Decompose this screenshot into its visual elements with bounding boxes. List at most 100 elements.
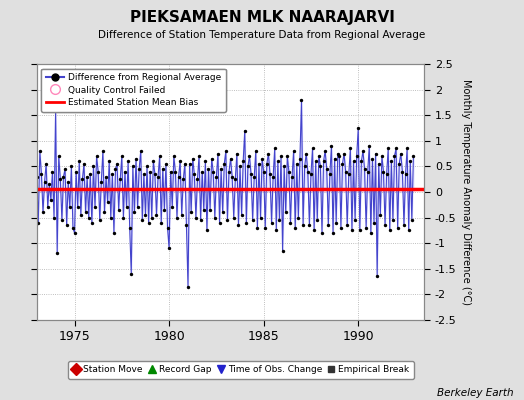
Point xyxy=(324,222,333,228)
Point xyxy=(263,161,271,167)
Point xyxy=(88,220,96,226)
Point xyxy=(137,148,145,154)
Point xyxy=(151,171,159,177)
Point xyxy=(119,214,127,221)
Point xyxy=(215,220,224,226)
Point xyxy=(75,158,83,164)
Point xyxy=(307,171,315,177)
Point xyxy=(111,166,119,172)
Point xyxy=(184,284,192,290)
Point xyxy=(267,220,276,226)
Point xyxy=(261,225,269,231)
Point xyxy=(64,178,72,185)
Point xyxy=(256,214,265,221)
Point xyxy=(47,196,55,203)
Point xyxy=(141,212,150,218)
Point xyxy=(222,148,230,154)
Point xyxy=(204,166,213,172)
Point xyxy=(163,225,172,231)
Point xyxy=(408,217,416,223)
Point xyxy=(383,171,391,177)
Point xyxy=(99,148,107,154)
Point xyxy=(121,168,129,175)
Point xyxy=(146,168,155,175)
Point xyxy=(181,161,189,167)
Point xyxy=(160,207,169,213)
Point xyxy=(201,158,210,164)
Point xyxy=(280,163,288,170)
Point xyxy=(348,227,356,234)
Point xyxy=(406,158,414,164)
Point xyxy=(220,161,228,167)
Point xyxy=(394,225,402,231)
Point xyxy=(401,171,410,177)
Point xyxy=(110,230,118,236)
Point xyxy=(134,204,142,210)
Point xyxy=(56,176,64,182)
Point xyxy=(381,222,389,228)
Point xyxy=(219,209,227,216)
Point xyxy=(214,150,222,157)
Point xyxy=(375,161,383,167)
Point xyxy=(179,176,188,182)
Point xyxy=(270,145,279,152)
Point xyxy=(92,153,101,159)
Point xyxy=(145,220,153,226)
Point xyxy=(367,230,375,236)
Point xyxy=(302,150,310,157)
Point xyxy=(364,168,372,175)
Point xyxy=(342,168,350,175)
Point xyxy=(45,181,53,188)
Point xyxy=(39,209,47,216)
Point xyxy=(196,217,205,223)
Point xyxy=(171,168,180,175)
Point xyxy=(242,220,250,226)
Point xyxy=(157,220,166,226)
Point xyxy=(80,161,88,167)
Point xyxy=(389,217,397,223)
Point xyxy=(297,97,305,103)
Point xyxy=(233,150,241,157)
Point xyxy=(217,166,225,172)
Point xyxy=(319,158,328,164)
Point xyxy=(72,168,80,175)
Point xyxy=(350,158,358,164)
Point xyxy=(73,204,82,210)
Point xyxy=(54,153,63,159)
Point xyxy=(247,171,255,177)
Point xyxy=(195,153,203,159)
Point xyxy=(198,168,206,175)
Point xyxy=(314,153,323,159)
Point xyxy=(373,273,381,280)
Point xyxy=(321,148,329,154)
Point xyxy=(97,178,105,185)
Point xyxy=(70,230,79,236)
Point xyxy=(162,161,170,167)
Point xyxy=(316,163,324,170)
Point xyxy=(300,163,309,170)
Point xyxy=(405,227,413,234)
Point xyxy=(278,248,287,254)
Point xyxy=(398,168,407,175)
Point xyxy=(192,214,200,221)
Point xyxy=(228,174,236,180)
Point xyxy=(288,174,296,180)
Point xyxy=(303,168,312,175)
Point xyxy=(258,156,266,162)
Legend: Difference from Regional Average, Quality Control Failed, Estimated Station Mean: Difference from Regional Average, Qualit… xyxy=(41,68,226,112)
Point xyxy=(48,168,57,175)
Point xyxy=(193,176,202,182)
Point xyxy=(66,204,74,210)
Point xyxy=(89,163,97,170)
Point xyxy=(272,227,280,234)
Point xyxy=(209,168,217,175)
Point xyxy=(292,161,301,167)
Point xyxy=(361,166,369,172)
Point xyxy=(61,166,69,172)
Point xyxy=(294,214,302,221)
Point xyxy=(311,158,320,164)
Point xyxy=(225,168,233,175)
Point xyxy=(170,153,178,159)
Point xyxy=(152,212,161,218)
Point xyxy=(159,166,167,172)
